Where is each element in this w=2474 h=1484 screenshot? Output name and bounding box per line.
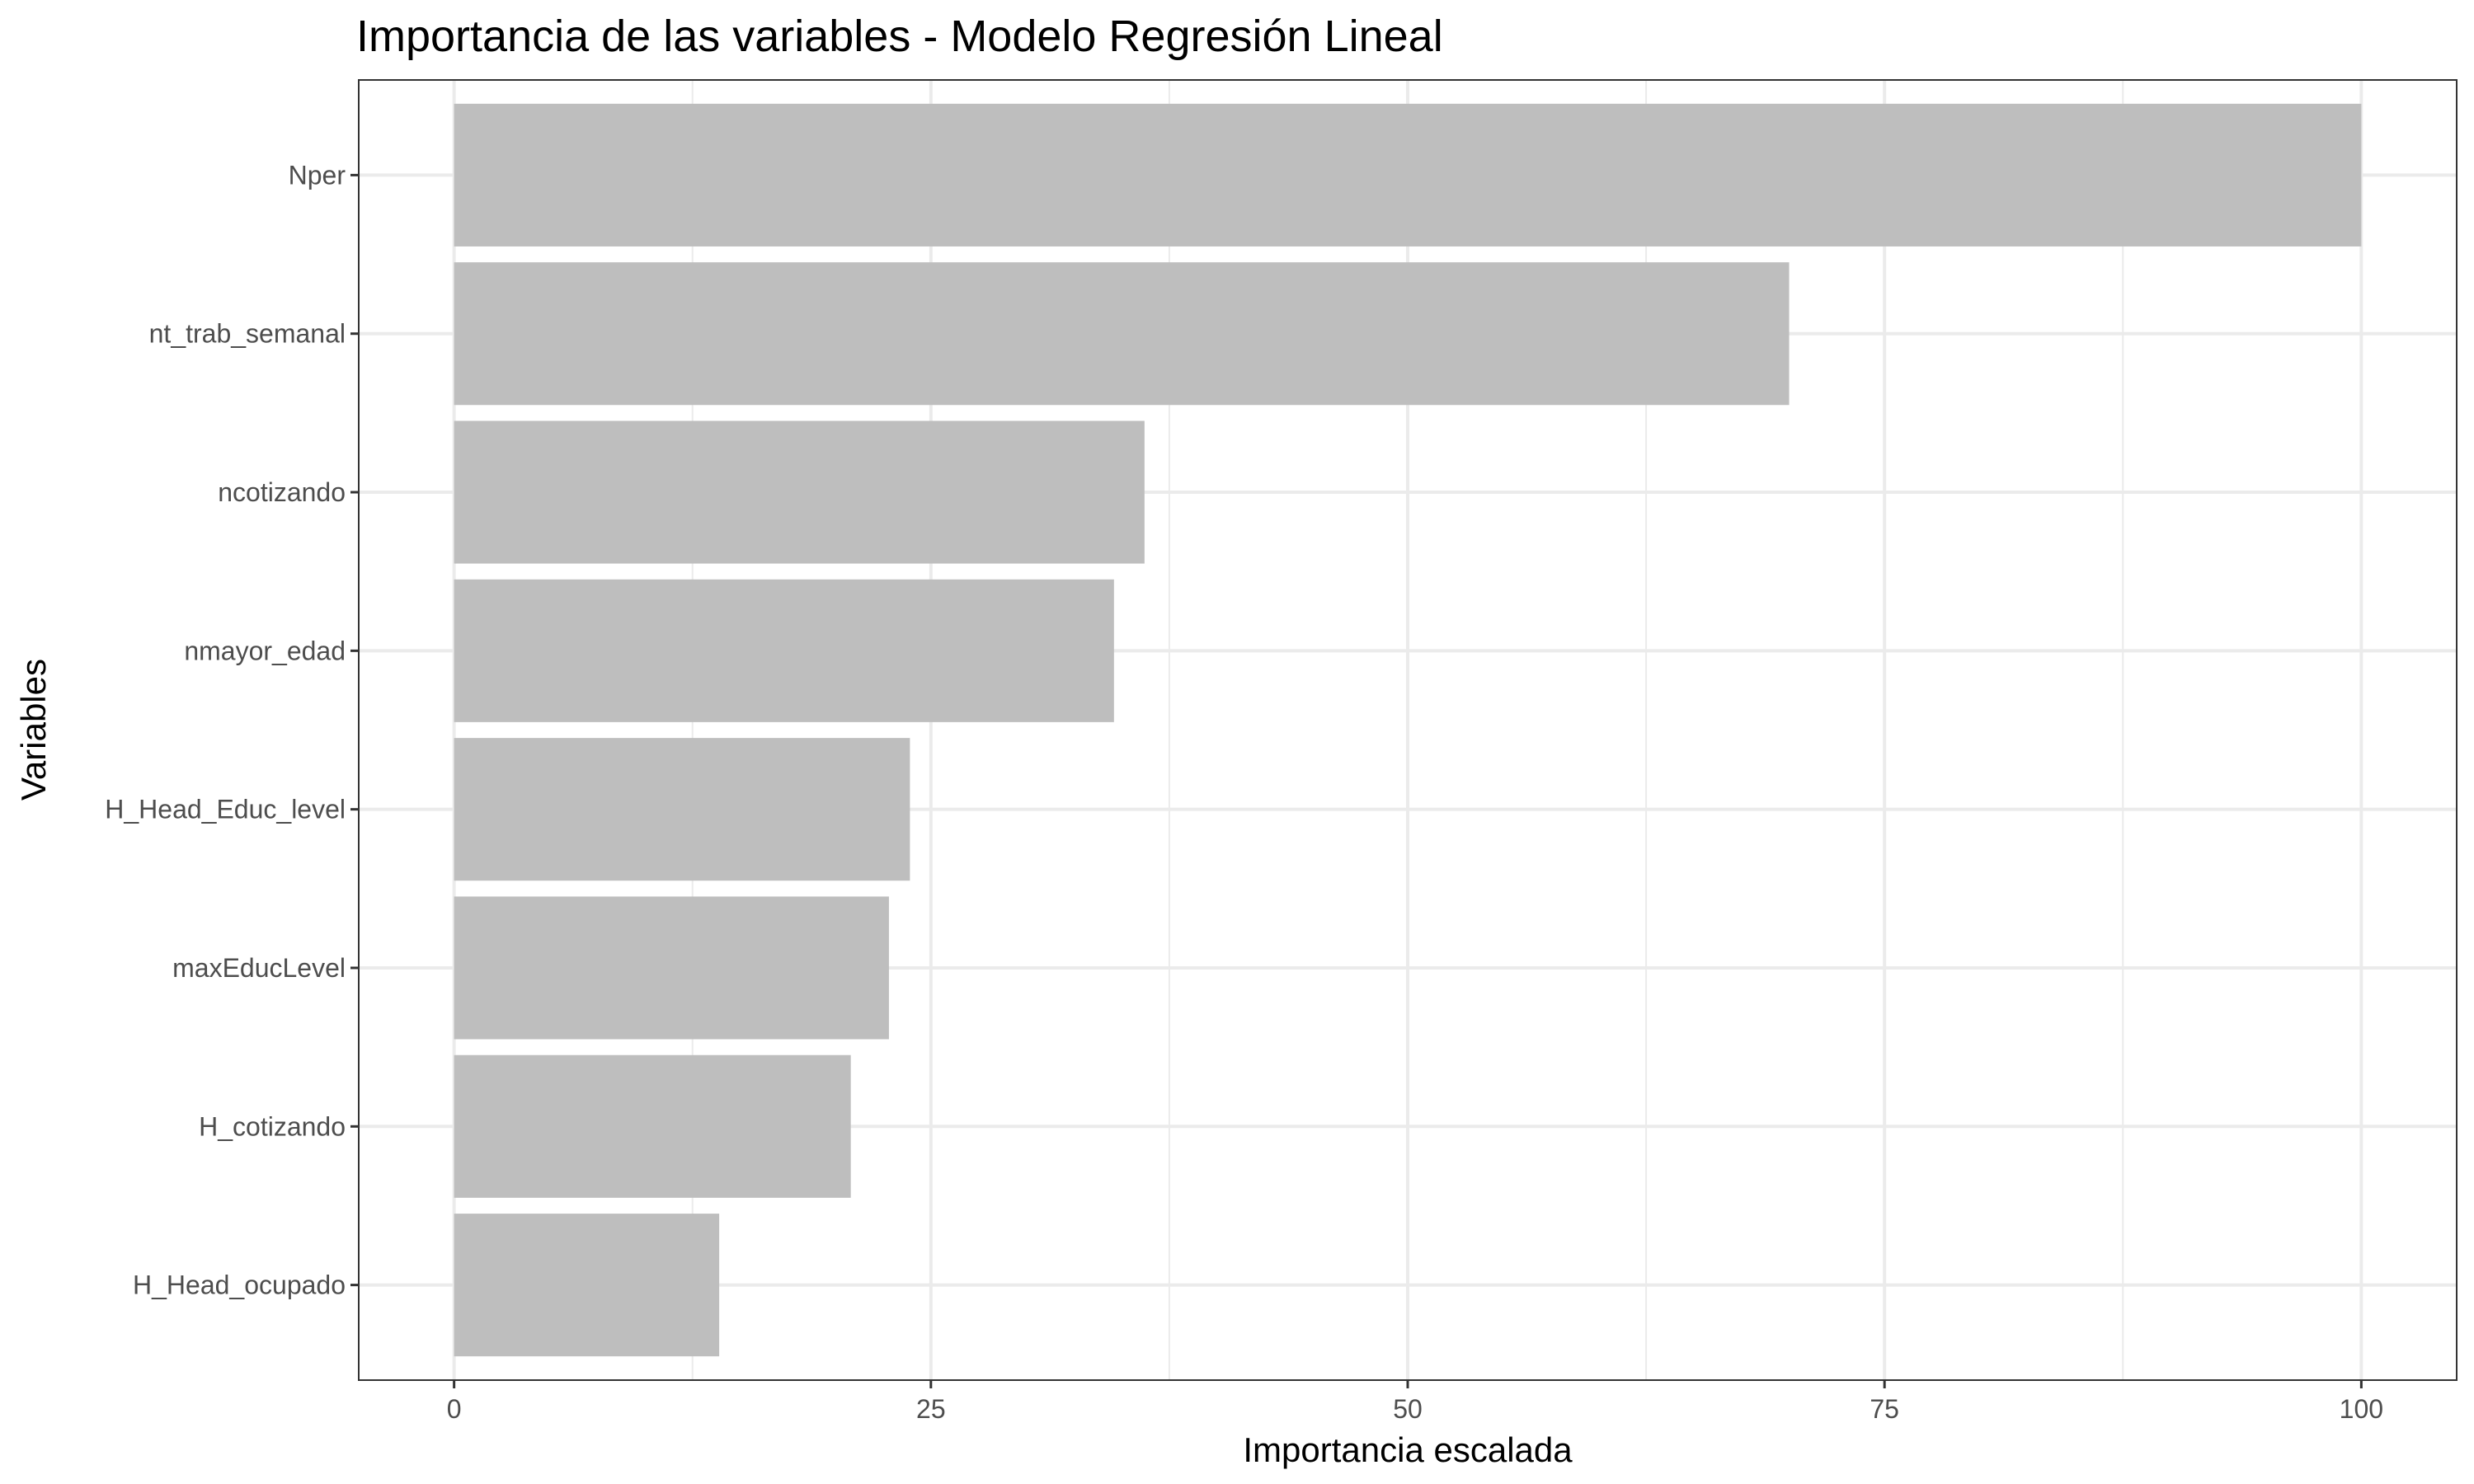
bar-H_Head_Educ_level	[454, 738, 910, 881]
x-axis: 0 25 50 75 100	[447, 1380, 2383, 1424]
x-tick-label: 100	[2340, 1394, 2383, 1424]
bar-nt_trab_semanal	[454, 262, 1790, 406]
y-tick-label: H_Head_ocupado	[133, 1270, 346, 1300]
y-tick-label: H_cotizando	[199, 1111, 346, 1141]
x-axis-title: Importancia escalada	[1243, 1430, 1573, 1469]
bar-layer	[454, 103, 2362, 1357]
bar-maxEducLevel	[454, 896, 889, 1040]
x-tick-label: 0	[447, 1394, 462, 1424]
x-tick-label: 25	[916, 1394, 946, 1424]
y-tick-label: nmayor_edad	[184, 636, 346, 665]
y-tick-label: Nper	[289, 160, 346, 190]
y-tick-label: H_Head_Educ_level	[105, 795, 346, 824]
chart-title: Importancia de las variables - Modelo Re…	[356, 12, 1443, 61]
bar-H_cotizando	[454, 1054, 851, 1198]
y-axis: Nper nt_trab_semanal ncotizando nmayor_edad…	[105, 160, 359, 1300]
x-tick-label: 50	[1393, 1394, 1423, 1424]
bar-nmayor_edad	[454, 579, 1114, 722]
y-tick-label: nt_trab_semanal	[149, 319, 346, 349]
bar-Nper	[454, 103, 2362, 247]
y-tick-label: ncotizando	[218, 477, 346, 507]
y-axis-title: Variables	[14, 659, 53, 801]
x-tick-label: 75	[1870, 1394, 1899, 1424]
y-tick-label: maxEducLevel	[172, 953, 346, 983]
bar-H_Head_ocupado	[454, 1214, 720, 1357]
bar-ncotizando	[454, 420, 1145, 564]
